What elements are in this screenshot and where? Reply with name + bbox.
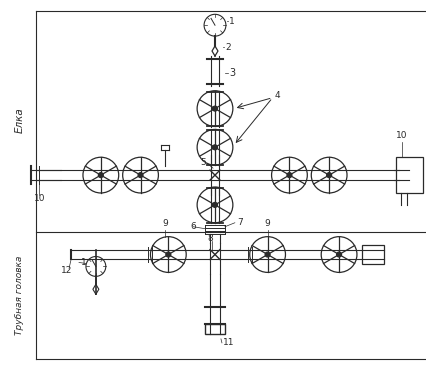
Text: 1: 1 — [81, 258, 87, 267]
Text: 3: 3 — [229, 68, 235, 78]
Circle shape — [287, 173, 292, 177]
Text: Елка: Елка — [15, 108, 24, 133]
Text: 12: 12 — [61, 266, 72, 275]
Circle shape — [336, 252, 342, 257]
Text: 10: 10 — [33, 195, 45, 203]
Text: 7: 7 — [237, 218, 243, 227]
Circle shape — [213, 106, 217, 111]
Text: 9: 9 — [265, 219, 270, 228]
Text: 1: 1 — [229, 17, 235, 26]
Bar — [362, 245, 384, 264]
Text: 9: 9 — [163, 219, 168, 228]
Bar — [205, 324, 225, 334]
Circle shape — [265, 252, 270, 257]
Text: 8: 8 — [207, 234, 213, 243]
Circle shape — [213, 145, 217, 150]
Text: 10: 10 — [396, 131, 407, 140]
Circle shape — [138, 173, 143, 177]
Text: 11: 11 — [223, 338, 235, 347]
Text: 2: 2 — [225, 43, 231, 52]
Circle shape — [213, 203, 217, 207]
Text: 4: 4 — [274, 91, 280, 100]
Circle shape — [166, 252, 171, 257]
Bar — [395, 157, 423, 193]
Circle shape — [327, 173, 332, 177]
Circle shape — [98, 173, 103, 177]
Text: 6: 6 — [190, 222, 196, 231]
Text: 5: 5 — [200, 158, 206, 167]
Text: Трубная головка: Трубная головка — [15, 255, 24, 335]
